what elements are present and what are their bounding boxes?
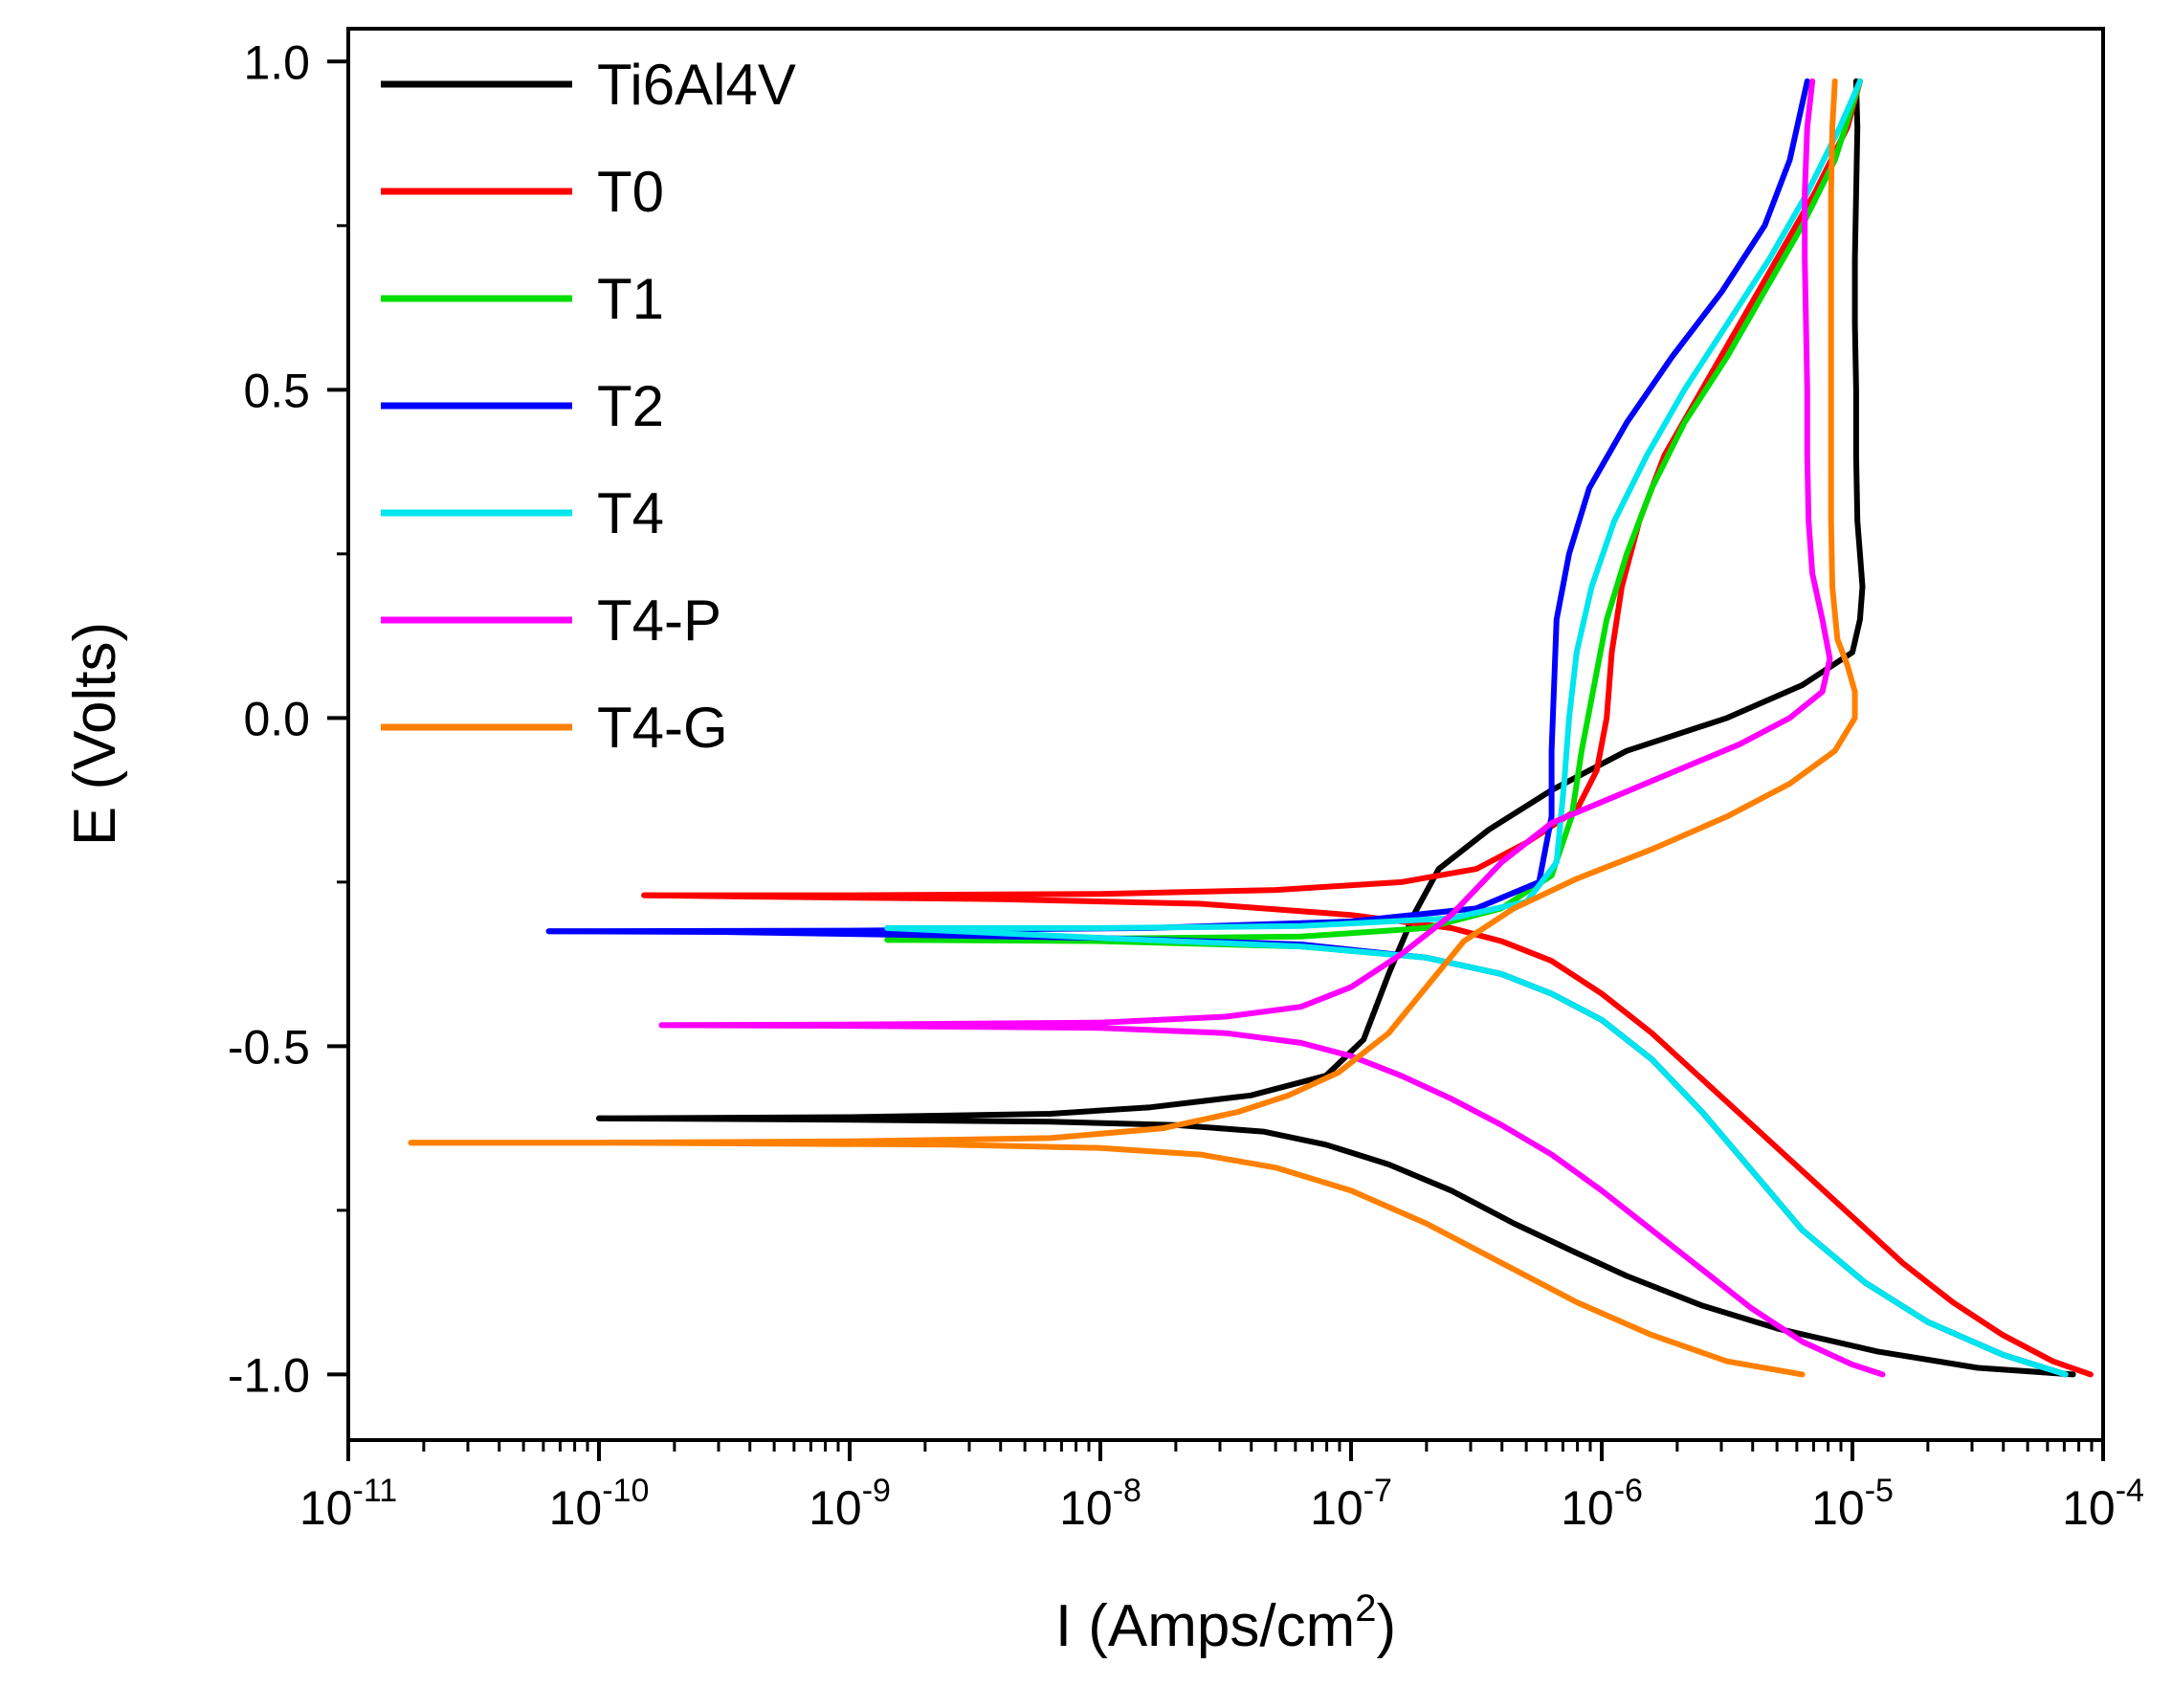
x-tick-exponent: -5 xyxy=(1865,1473,1894,1509)
series-t4-p xyxy=(658,78,1886,1378)
legend-label: T1 xyxy=(597,267,664,331)
legend-label: T4-P xyxy=(597,588,721,653)
anodic-branch-line xyxy=(641,78,1863,898)
series-t4 xyxy=(884,78,2069,1378)
anodic-branch-line xyxy=(884,78,1863,943)
series-layer xyxy=(408,78,2094,1378)
y-tick-label: -1.0 xyxy=(228,1348,310,1402)
legend-item: T2 xyxy=(381,374,664,438)
legend-item: T0 xyxy=(381,160,664,224)
x-tick-exponent: -10 xyxy=(602,1473,649,1509)
x-tick-label: 10-10 xyxy=(549,1473,650,1535)
x-tick-exponent: -9 xyxy=(862,1473,891,1509)
cathodic-branch-line xyxy=(641,892,2094,1378)
y-axis-title: E (Volts) xyxy=(62,622,128,846)
anodic-branch-line xyxy=(596,78,1866,1121)
x-tick-base: 10 xyxy=(1059,1481,1113,1535)
cathodic-branch-line xyxy=(884,924,2069,1378)
legend-item: T4 xyxy=(381,481,664,545)
anodic-branch-line xyxy=(408,78,1858,1146)
x-tick-label: 10-11 xyxy=(299,1473,397,1535)
x-tick-label: 10-8 xyxy=(1059,1473,1141,1535)
x-axis-title-superscript: 2 xyxy=(1355,1587,1376,1630)
legend-item: T1 xyxy=(381,267,664,331)
legend-item: T4-G xyxy=(381,696,728,760)
x-tick-label: 10-5 xyxy=(1811,1473,1894,1535)
x-tick-base: 10 xyxy=(809,1481,862,1535)
x-tick-base: 10 xyxy=(299,1481,353,1535)
legend-item: T4-P xyxy=(381,588,721,653)
legend-label: T4-G xyxy=(597,696,728,760)
x-axis-title-suffix: ) xyxy=(1377,1593,1397,1659)
x-tick-exponent: -6 xyxy=(1614,1473,1643,1509)
x-axis-ticks: 10-11 10-10 10-9 10-8 10-7 10-6 10-5 10-4 xyxy=(299,1440,2144,1535)
y-tick-label: 0.5 xyxy=(243,364,310,417)
plot-frame xyxy=(346,27,2105,1442)
anodic-branch-line xyxy=(658,78,1833,1029)
cathodic-branch-line xyxy=(658,1022,1886,1378)
x-tick-base: 10 xyxy=(1310,1481,1363,1535)
x-axis-title: I (Amps/cm2) xyxy=(1055,1587,1396,1659)
y-tick-label: 1.0 xyxy=(243,35,310,89)
legend-label: T2 xyxy=(597,374,664,438)
x-tick-label: 10-7 xyxy=(1310,1473,1392,1535)
series-t4-g xyxy=(408,78,1858,1378)
legend: Ti6Al4V T0 T1 T2 T4 T4-P T4-G xyxy=(381,53,796,760)
x-tick-base: 10 xyxy=(1561,1481,1614,1535)
x-tick-base: 10 xyxy=(1811,1481,1865,1535)
x-tick-base: 10 xyxy=(549,1481,603,1535)
anodic-branch-line xyxy=(884,78,1863,931)
x-tick-label: 10-6 xyxy=(1561,1473,1643,1535)
series-ti6al4v xyxy=(596,78,2076,1378)
y-tick-label: 0.0 xyxy=(243,692,310,745)
x-axis-title-main: I (Amps/cm xyxy=(1055,1593,1355,1659)
x-tick-label: 10-9 xyxy=(809,1473,891,1535)
x-tick-exponent: -11 xyxy=(353,1473,398,1509)
legend-item: Ti6Al4V xyxy=(381,53,796,117)
x-tick-exponent: -4 xyxy=(2116,1473,2144,1509)
x-tick-base: 10 xyxy=(2062,1481,2116,1535)
legend-label: T0 xyxy=(597,160,664,224)
y-axis-ticks: 1.0 0.5 0.0 -0.5 -1.0 xyxy=(228,35,348,1402)
legend-label: T4 xyxy=(597,481,664,545)
x-tick-label: 10-4 xyxy=(2062,1473,2144,1535)
series-t0 xyxy=(641,78,2094,1378)
y-tick-label: -0.5 xyxy=(228,1020,310,1074)
x-tick-exponent: -7 xyxy=(1363,1473,1392,1509)
cathodic-branch-line xyxy=(596,1115,2076,1378)
legend-label: Ti6Al4V xyxy=(597,53,796,117)
x-tick-exponent: -8 xyxy=(1113,1473,1141,1509)
